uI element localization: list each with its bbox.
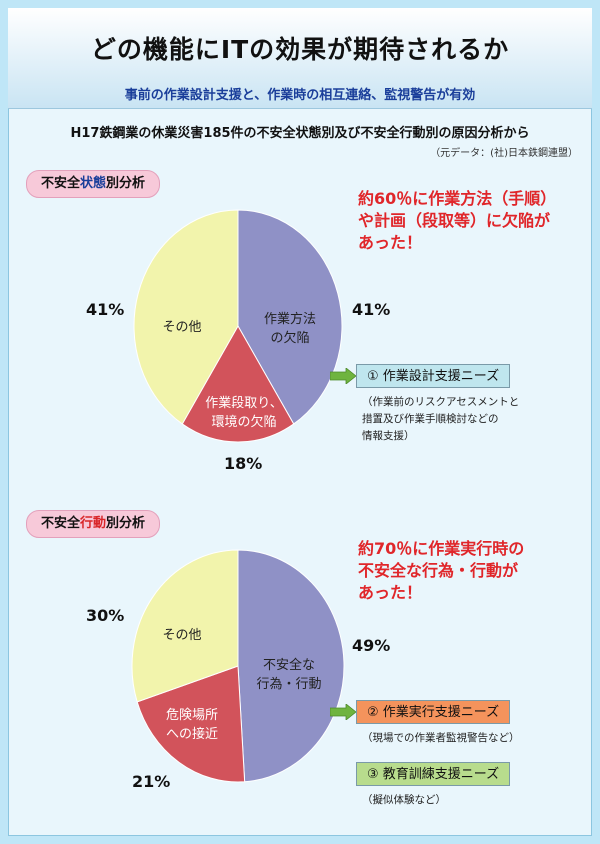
pie-slice-unsafe-action: [237, 549, 345, 783]
need-execution-note: （現場での作業者監視警告など）: [362, 730, 520, 747]
pie-slice-other: [133, 209, 239, 425]
pie-slice-setup-defect: [181, 324, 295, 443]
action-headline-line: あった！: [358, 583, 423, 602]
state-headline-line: 約60％に作業方法（手順）: [358, 189, 557, 208]
need-design-support: ① 作業設計支援ニーズ: [356, 364, 511, 388]
note-line: （作業前のリスクアセスメントと: [362, 396, 520, 408]
state-headline-line: あった！: [358, 233, 423, 252]
action-pie-chart: [131, 549, 345, 783]
slice-label-line: への接近: [165, 727, 218, 742]
right-arrow-icon: [330, 368, 356, 384]
state-label-highlight: 状態: [80, 176, 107, 191]
state-pie-chart: [133, 209, 343, 443]
action-headline-line: 不安全な行為・行動が: [358, 561, 519, 580]
action-pct-unsafe: 49%: [352, 636, 391, 655]
state-label-pre: 不安全: [41, 176, 81, 191]
state-label-post: 別分析: [106, 176, 146, 191]
slice-label-line: その他: [162, 628, 202, 643]
state-slice-label-method: 作業方法 の欠陥: [250, 310, 330, 348]
slice-label-line: 作業段取り、: [205, 396, 283, 411]
state-pct-other: 41%: [86, 300, 125, 319]
need-execution-support: ② 作業実行支援ニーズ: [356, 700, 511, 724]
action-pct-other: 30%: [86, 606, 125, 625]
note-line: 情報支援）: [362, 430, 415, 442]
action-label-pre: 不安全: [41, 516, 81, 531]
pie-slice-other: [131, 549, 239, 703]
slice-label-line: 不安全な: [262, 658, 315, 673]
note-line: （擬似体験など）: [362, 794, 446, 806]
pie-slice-danger-approach: [136, 665, 246, 783]
state-headline: 約60％に作業方法（手順） や計画（段取等）に欠陥が あった！: [358, 188, 588, 254]
action-slice-label-other: その他: [152, 626, 212, 645]
slice-label-line: 危険場所: [165, 708, 218, 723]
state-headline-line: や計画（段取等）に欠陥が: [358, 211, 551, 230]
action-headline: 約70％に作業実行時の 不安全な行為・行動が あった！: [358, 538, 588, 604]
analysis-heading: H17鉄鋼業の休業災害185件の不安全状態別及び不安全行動別の原因分析から: [70, 126, 530, 141]
action-slice-label-approach: 危険場所 への接近: [152, 706, 232, 744]
data-source: （元データ：(社)日本鉄鋼連盟）: [430, 148, 578, 159]
state-slice-label-other: その他: [152, 318, 212, 337]
action-slice-label-unsafe: 不安全な 行為・行動: [244, 656, 334, 694]
title-bar: どの機能にITの効果が期待されるか 事前の作業設計支援と、作業時の相互連絡、監視…: [8, 8, 592, 109]
page-subtitle: 事前の作業設計支援と、作業時の相互連絡、監視警告が有効: [124, 88, 476, 103]
action-section-label: 不安全行動別分析: [26, 510, 161, 538]
slice-label-line: 行為・行動: [256, 677, 322, 692]
slice-label-line: の欠陥: [270, 331, 310, 346]
slice-label-line: 作業方法: [263, 312, 316, 327]
need-training-support: ③ 教育訓練支援ニーズ: [356, 762, 511, 786]
need-training-note: （擬似体験など）: [362, 792, 446, 809]
action-label-post: 別分析: [106, 516, 146, 531]
need-design-note: （作業前のリスクアセスメントと 措置及び作業手順検討などの 情報支援）: [362, 394, 519, 445]
state-pct-setup: 18%: [224, 454, 263, 473]
page-title: どの機能にITの効果が期待されるか: [90, 35, 510, 64]
note-line: 措置及び作業手順検討などの: [362, 413, 499, 425]
action-label-highlight: 行動: [80, 516, 107, 531]
action-pct-approach: 21%: [132, 772, 171, 791]
state-slice-label-setup: 作業段取り、 環境の欠陥: [196, 394, 292, 432]
slice-label-line: 環境の欠陥: [211, 415, 277, 430]
slice-label-line: その他: [162, 320, 202, 335]
right-arrow-icon: [330, 704, 356, 720]
state-pct-method: 41%: [352, 300, 391, 319]
pie-slice-method-defect: [237, 209, 343, 425]
note-line: （現場での作業者監視警告など）: [362, 732, 520, 744]
action-headline-line: 約70％に作業実行時の: [358, 539, 525, 558]
state-section-label: 不安全状態別分析: [26, 170, 161, 198]
